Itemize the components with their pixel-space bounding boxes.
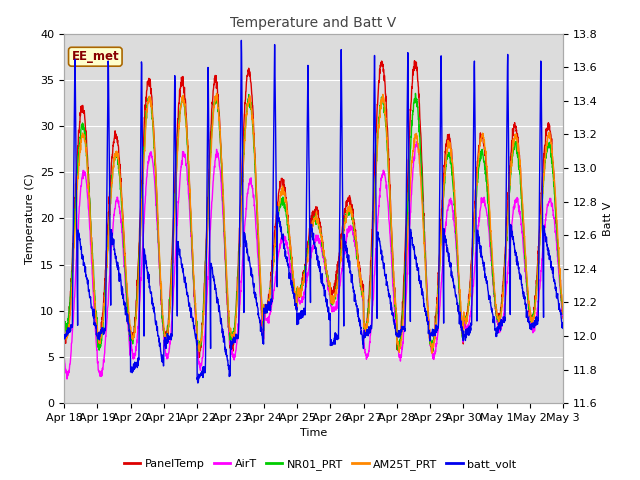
Y-axis label: Temperature (C): Temperature (C) (24, 173, 35, 264)
X-axis label: Time: Time (300, 429, 327, 438)
Text: EE_met: EE_met (72, 50, 119, 63)
Legend: PanelTemp, AirT, NR01_PRT, AM25T_PRT, batt_volt: PanelTemp, AirT, NR01_PRT, AM25T_PRT, ba… (119, 455, 521, 474)
Y-axis label: Batt V: Batt V (604, 201, 613, 236)
Title: Temperature and Batt V: Temperature and Batt V (230, 16, 397, 30)
